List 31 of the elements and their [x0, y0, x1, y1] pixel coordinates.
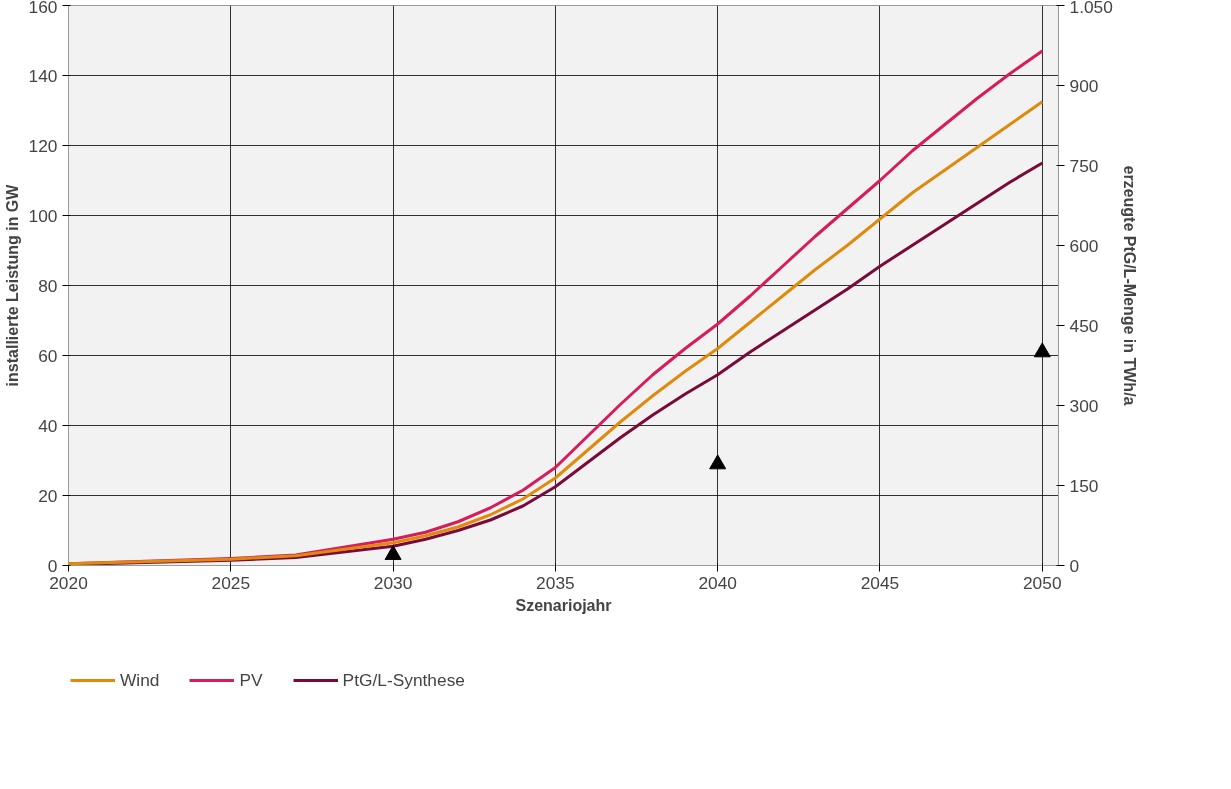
- x-tick-label: 2025: [211, 572, 251, 593]
- y2-tick-label: 300: [1069, 395, 1099, 416]
- x-tick-label: 2040: [698, 572, 737, 593]
- legend-label: PtG/L-Synthese: [342, 669, 465, 691]
- y-tick-label: 20: [38, 485, 58, 506]
- y2-tick-label: 600: [1069, 235, 1099, 256]
- y-tick-label: 160: [28, 0, 58, 17]
- y-tick-label: 100: [28, 205, 58, 226]
- y2-tick-label: 900: [1069, 75, 1099, 96]
- y-tick-label: 140: [28, 65, 58, 86]
- legend-label: PV: [239, 669, 263, 691]
- x-axis-title: Szenariojahr: [515, 596, 612, 614]
- point: [709, 454, 727, 470]
- x-tick-label: 2045: [860, 572, 900, 593]
- y2-tick-label: 750: [1069, 155, 1099, 176]
- y-tick-label: 120: [28, 135, 58, 156]
- y2-tick-label: 0: [1069, 555, 1080, 576]
- y2-axis-title: erzeugte PtG/L-Menge in TWh/a: [1120, 165, 1138, 406]
- y-tick-label: 40: [38, 415, 58, 436]
- y2-tick-label: 450: [1069, 315, 1099, 336]
- y-tick-label: 80: [38, 275, 58, 296]
- y-tick-label: 60: [38, 345, 58, 366]
- legend-label: Wind: [120, 669, 160, 691]
- y-axis-title: installierte Leistung in GW: [3, 183, 21, 387]
- point: [384, 545, 402, 560]
- x-tick-label: 2050: [1023, 572, 1062, 593]
- x-tick-label: 2035: [536, 572, 575, 593]
- point: [1033, 342, 1051, 358]
- x-tick-label: 2030: [373, 572, 413, 593]
- y2-tick-label: 150: [1069, 475, 1099, 496]
- y2-tick-label: 1.050: [1069, 0, 1113, 17]
